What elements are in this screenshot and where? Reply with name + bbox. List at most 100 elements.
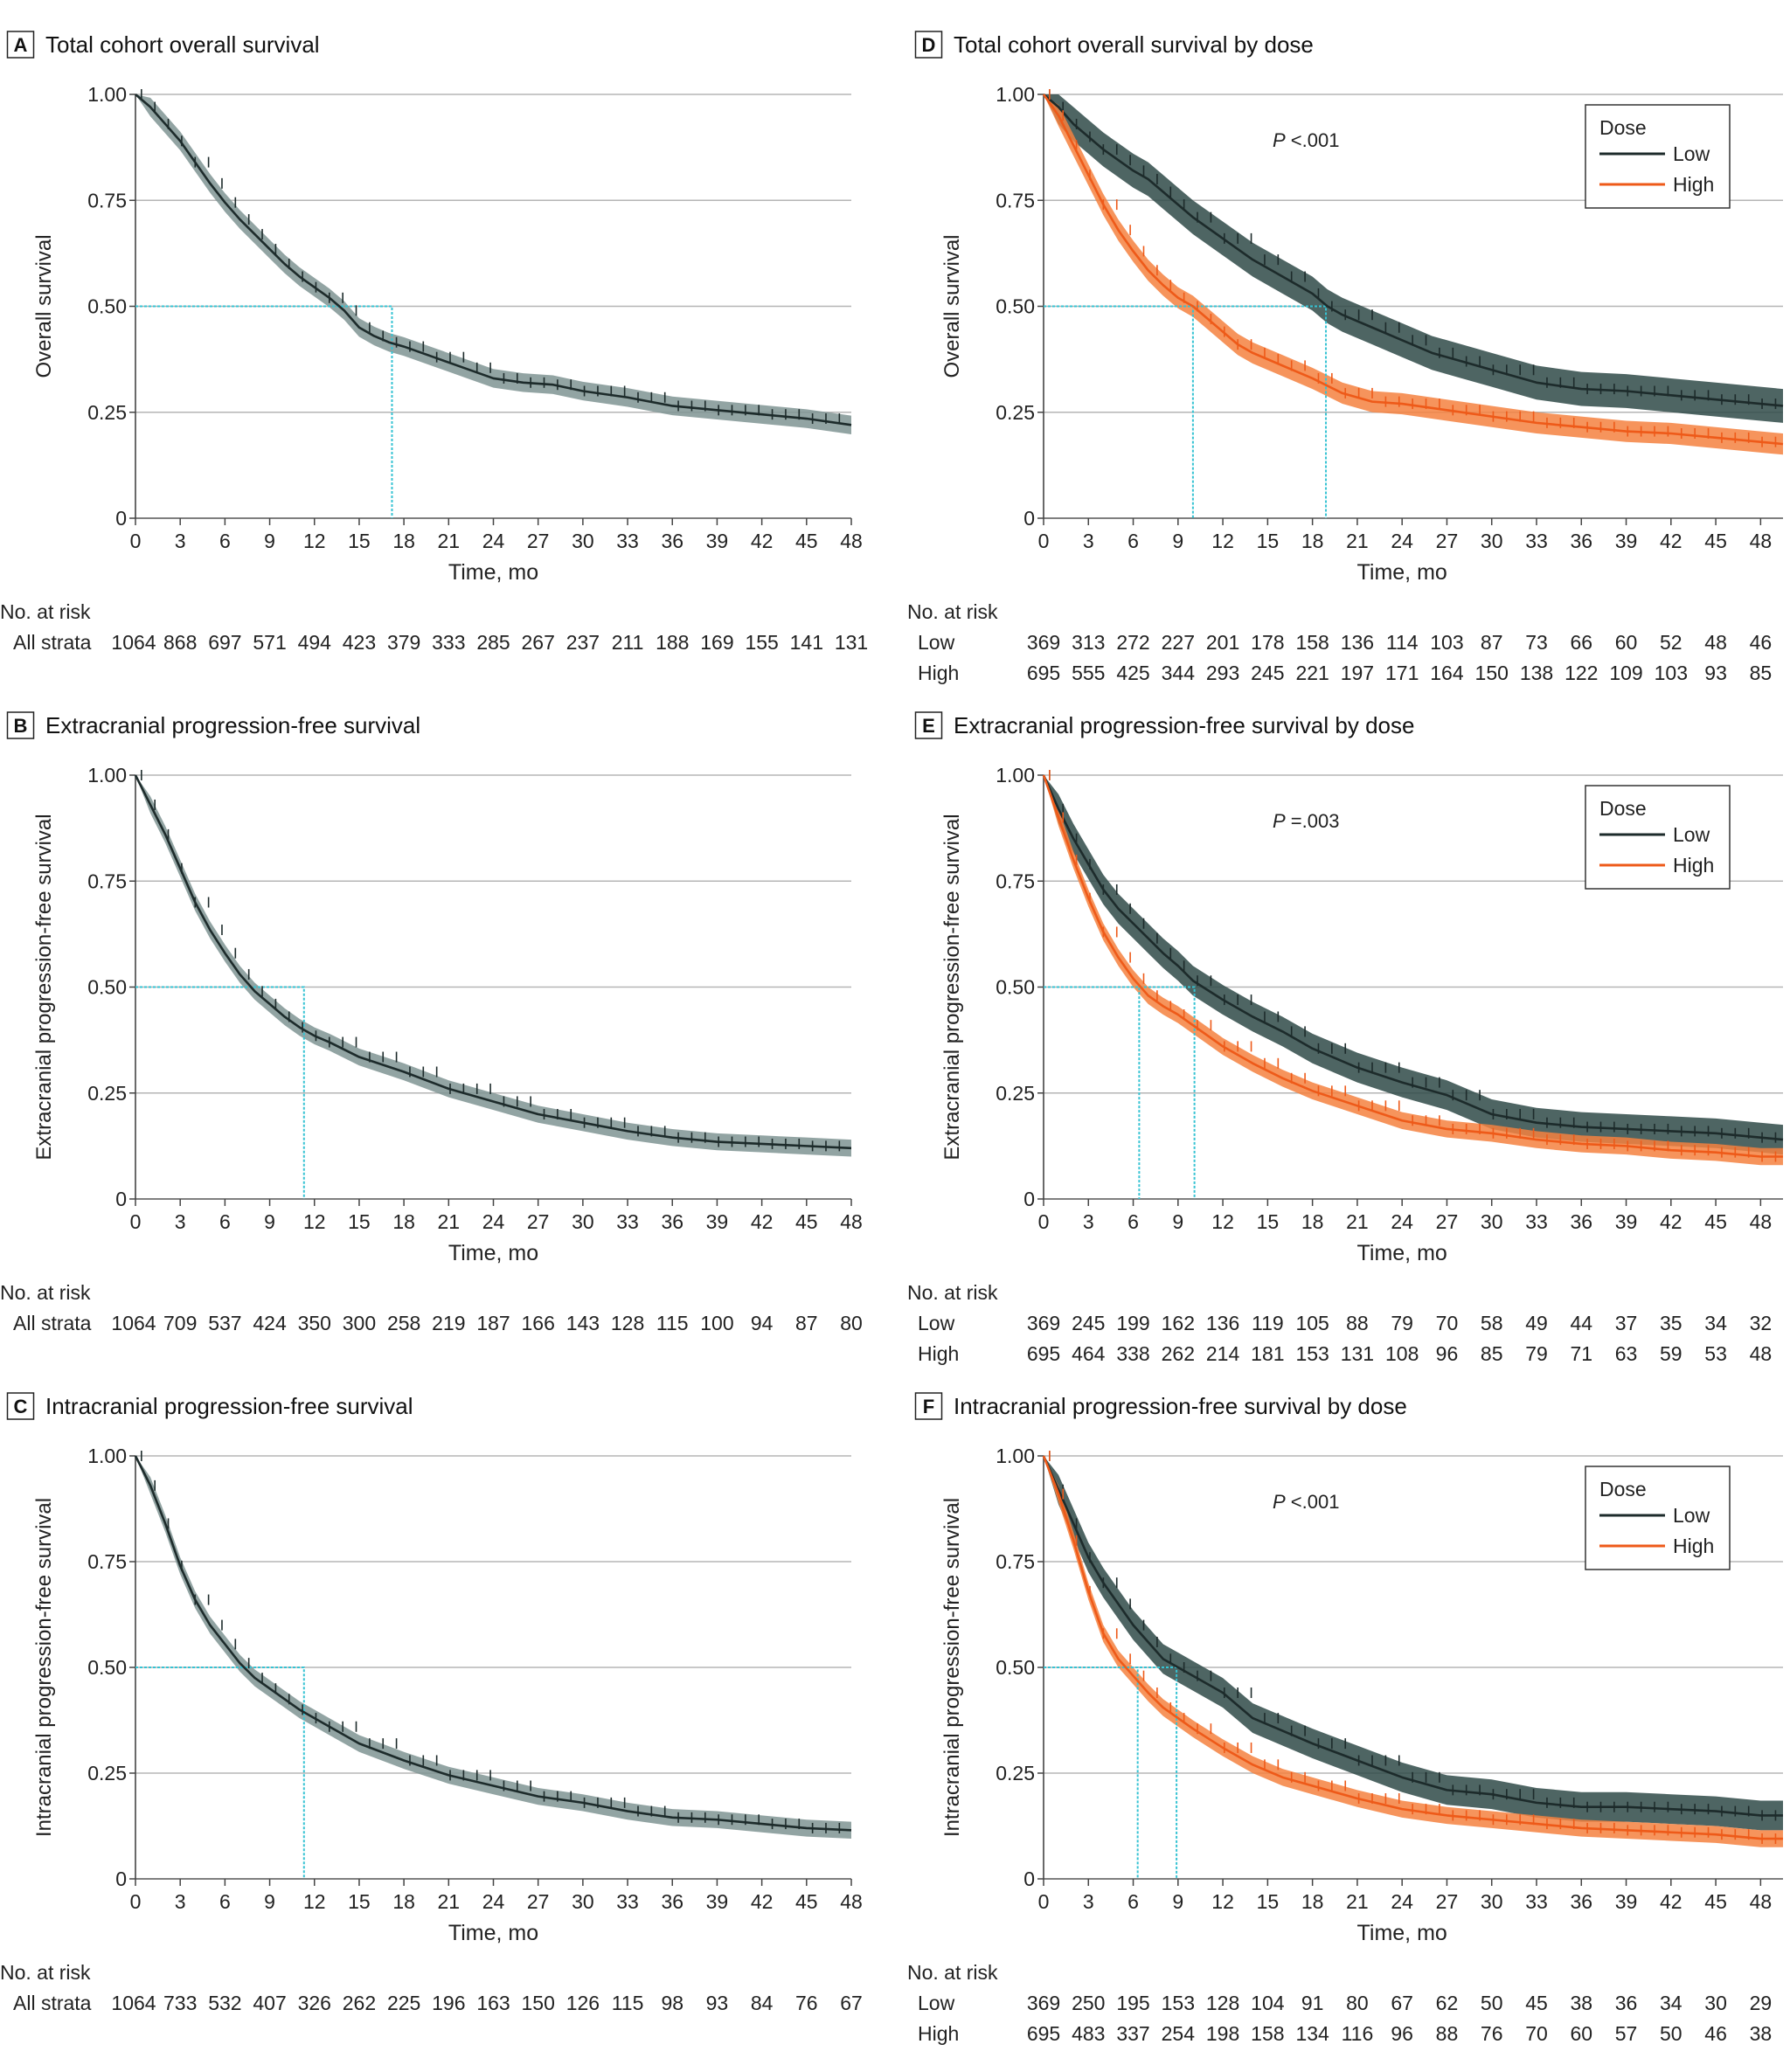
x-tick-label: 27 bbox=[527, 530, 550, 552]
y-tick-label: 0.50 bbox=[87, 295, 127, 318]
p-value: P <.001 bbox=[1273, 1491, 1339, 1513]
x-tick-label: 3 bbox=[1083, 1210, 1094, 1233]
x-tick-label: 21 bbox=[1346, 1210, 1369, 1233]
risk-count: 337 bbox=[1116, 2022, 1149, 2045]
risk-count: 555 bbox=[1072, 662, 1105, 684]
risk-count: 464 bbox=[1072, 1342, 1106, 1365]
p-value: P =.003 bbox=[1273, 810, 1339, 832]
risk-count: 108 bbox=[1385, 1342, 1419, 1365]
x-tick-label: 3 bbox=[175, 530, 186, 552]
x-tick-label: 15 bbox=[348, 1210, 371, 1233]
risk-table-title: No. at risk bbox=[907, 600, 998, 623]
risk-count: 35 bbox=[1660, 1312, 1682, 1334]
risk-count: 201 bbox=[1206, 631, 1239, 654]
confidence-band-high bbox=[1044, 1456, 1783, 1847]
risk-count: 36 bbox=[1615, 1992, 1638, 2014]
risk-count: 60 bbox=[1615, 631, 1638, 654]
risk-count: 93 bbox=[1704, 662, 1727, 684]
risk-count: 100 bbox=[700, 1312, 733, 1334]
risk-count: 50 bbox=[1660, 2022, 1682, 2045]
x-tick-label: 18 bbox=[392, 1890, 415, 1913]
x-tick-label: 3 bbox=[1083, 1890, 1094, 1913]
risk-count: 70 bbox=[1525, 2022, 1548, 2045]
survival-curve-all-strata bbox=[134, 1455, 852, 1832]
risk-count: 225 bbox=[387, 1992, 420, 2014]
x-tick-label: 48 bbox=[840, 530, 863, 552]
y-tick-label: 1.00 bbox=[996, 83, 1035, 106]
x-tick-label: 39 bbox=[1615, 1210, 1638, 1233]
y-tick-label: 0 bbox=[1023, 1868, 1035, 1890]
x-axis-label: Time, mo bbox=[448, 560, 538, 585]
panel-letter-box bbox=[6, 1392, 35, 1420]
x-tick-label: 6 bbox=[1127, 1210, 1139, 1233]
median-line bbox=[135, 305, 393, 518]
risk-count: 67 bbox=[840, 1992, 863, 2014]
risk-count: 34 bbox=[1660, 1992, 1682, 2014]
panel-letter: B bbox=[14, 715, 28, 737]
risk-count: 30 bbox=[1704, 1992, 1727, 2014]
panel-title: Extracranial progression-free survival bbox=[45, 712, 420, 738]
panel-letter: C bbox=[14, 1396, 28, 1417]
risk-table-title: No. at risk bbox=[0, 1961, 91, 1984]
risk-count: 262 bbox=[343, 1992, 376, 2014]
x-tick-label: 12 bbox=[303, 1890, 326, 1913]
panel-f: F Intracranial progression-free survival … bbox=[907, 1392, 1783, 2045]
risk-count: 187 bbox=[476, 1312, 510, 1334]
risk-count: 326 bbox=[298, 1992, 331, 2014]
risk-count: 333 bbox=[432, 631, 465, 654]
risk-count: 71 bbox=[1570, 1342, 1592, 1365]
risk-row-label: High bbox=[918, 2022, 959, 2045]
panel-title: Intracranial progression-free survival b… bbox=[954, 1393, 1407, 1419]
x-tick-label: 12 bbox=[303, 530, 326, 552]
y-tick-label: 0 bbox=[115, 507, 127, 530]
x-tick-label: 18 bbox=[1301, 530, 1324, 552]
x-tick-label: 27 bbox=[1436, 530, 1459, 552]
y-axis-label: Extracranial progression-free survival bbox=[940, 814, 964, 1160]
risk-count: 143 bbox=[566, 1312, 600, 1334]
risk-count: 153 bbox=[1295, 1342, 1329, 1365]
risk-count: 48 bbox=[1750, 1342, 1773, 1365]
y-tick-label: 1.00 bbox=[87, 1445, 127, 1467]
risk-count: 695 bbox=[1027, 2022, 1060, 2045]
x-tick-label: 45 bbox=[1704, 1890, 1727, 1913]
median-line bbox=[1044, 986, 1196, 1199]
x-tick-label: 3 bbox=[1083, 530, 1094, 552]
x-tick-label: 42 bbox=[751, 1890, 774, 1913]
legend-box bbox=[1585, 1466, 1731, 1570]
y-axis-label: Overall survival bbox=[940, 234, 964, 378]
risk-count: 155 bbox=[745, 631, 778, 654]
x-tick-label: 6 bbox=[1127, 1890, 1139, 1913]
risk-count: 483 bbox=[1072, 2022, 1105, 2045]
y-tick-label: 0.50 bbox=[996, 1656, 1035, 1679]
survival-curve-all-strata bbox=[134, 774, 852, 1150]
y-tick-label: 0.50 bbox=[87, 1656, 127, 1679]
x-tick-label: 45 bbox=[1704, 530, 1727, 552]
median-line bbox=[135, 1667, 305, 1879]
x-tick-label: 9 bbox=[1172, 1890, 1183, 1913]
risk-count: 258 bbox=[387, 1312, 420, 1334]
x-tick-label: 6 bbox=[219, 1890, 231, 1913]
risk-count: 141 bbox=[790, 631, 823, 654]
x-tick-label: 30 bbox=[572, 1210, 594, 1233]
x-tick-label: 36 bbox=[1570, 1890, 1592, 1913]
risk-count: 38 bbox=[1570, 1992, 1592, 2014]
y-tick-label: 0.25 bbox=[87, 1762, 127, 1784]
risk-count: 214 bbox=[1206, 1342, 1240, 1365]
panel-title: Total cohort overall survival bbox=[45, 31, 320, 58]
risk-count: 103 bbox=[1655, 662, 1688, 684]
risk-count: 49 bbox=[1525, 1312, 1548, 1334]
risk-count: 88 bbox=[1436, 2022, 1459, 2045]
risk-count: 128 bbox=[611, 1312, 644, 1334]
risk-count: 96 bbox=[1436, 1342, 1459, 1365]
risk-count: 227 bbox=[1162, 631, 1195, 654]
x-tick-label: 30 bbox=[572, 1890, 594, 1913]
risk-count: 407 bbox=[253, 1992, 286, 2014]
risk-count: 29 bbox=[1750, 1992, 1773, 2014]
risk-count: 197 bbox=[1341, 662, 1374, 684]
x-tick-label: 39 bbox=[1615, 1890, 1638, 1913]
survival-curve-high bbox=[1042, 94, 1784, 446]
risk-count: 32 bbox=[1750, 1312, 1773, 1334]
y-tick-label: 1.00 bbox=[87, 764, 127, 787]
x-tick-label: 30 bbox=[1481, 1890, 1503, 1913]
risk-count: 164 bbox=[1430, 662, 1464, 684]
